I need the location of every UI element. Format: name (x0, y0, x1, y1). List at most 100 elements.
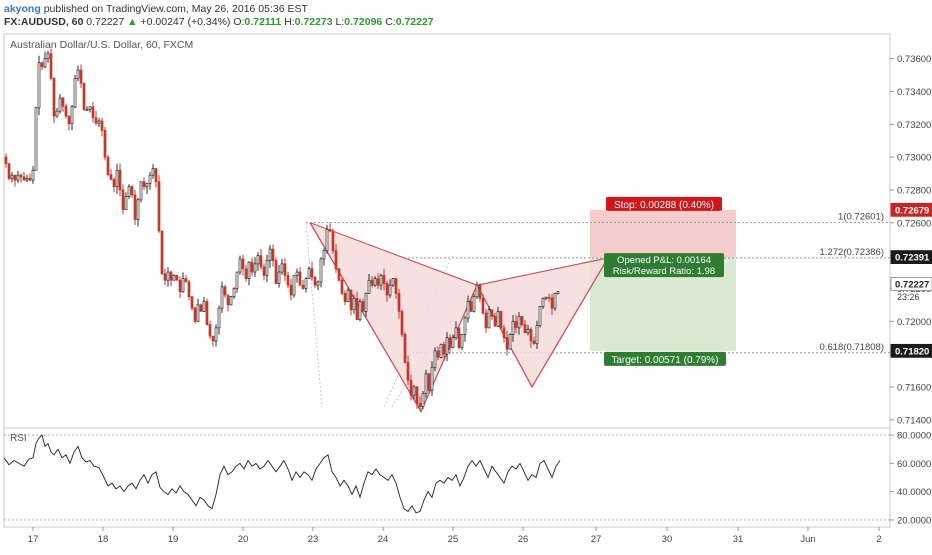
candle-body (37, 62, 41, 109)
price-chart[interactable]: 0.73600 0.73400 0.73200 0.73000 0.72800 0.726… (0, 30, 932, 550)
candle-body (334, 250, 338, 270)
candle-body (148, 174, 152, 184)
candle-body (532, 340, 536, 345)
candle-body (271, 248, 275, 261)
open-value: 0.72111 (244, 16, 282, 28)
candle-body (238, 258, 242, 273)
candle-body (514, 320, 518, 329)
candle-body (139, 181, 143, 201)
author-name[interactable]: akyong (4, 3, 41, 15)
candle-body (520, 316, 524, 325)
y-axis-tick-label: 0.71600 (897, 382, 931, 393)
candle-body (382, 274, 386, 284)
candle-body (430, 366, 434, 391)
candle-body (127, 186, 131, 197)
candle-body (349, 289, 353, 311)
candle-body (370, 279, 374, 286)
candle-body (259, 255, 263, 268)
candle-body (418, 403, 422, 408)
candle-body (265, 260, 269, 276)
rsi-tick-label: 60.0000 (897, 459, 931, 470)
candle-body (475, 284, 479, 298)
candle-body (436, 350, 440, 358)
x-axis-tick-label: 30 (662, 534, 673, 545)
stop-label-box (606, 196, 722, 211)
x-axis-tick-label: Jun (800, 534, 815, 545)
candle-body (268, 248, 272, 261)
pnl-label: Opened P&L: 0.00164 (617, 255, 711, 266)
candle-body (166, 271, 170, 281)
candle-body (361, 301, 365, 312)
candle-body (208, 324, 212, 337)
candle-body (547, 296, 551, 299)
candle-body (355, 297, 359, 320)
candle-body (337, 268, 341, 281)
candle-body (451, 337, 455, 348)
publish-line: akyong published on TradingView.com, May… (4, 3, 308, 15)
chart-area[interactable]: 0.73600 0.73400 0.73200 0.73000 0.72800 0.726… (0, 30, 932, 550)
x-axis-tick-label: 27 (591, 534, 602, 545)
candle-body (286, 274, 290, 286)
fib-label: 0.618(0.71808) (820, 342, 884, 353)
candle-body (556, 291, 560, 294)
candle-body (460, 334, 464, 348)
pattern-triangle-bcd (477, 257, 608, 387)
candle-body (61, 97, 65, 107)
pattern-bd-line (476, 257, 609, 286)
rsi-tick-label: 20.0000 (897, 515, 931, 526)
y-axis-tick-label: 0.72800 (897, 185, 931, 196)
price-badge-text: 0.72679 (895, 205, 929, 216)
candle-body (34, 107, 38, 171)
candle-body (262, 266, 266, 276)
publish-info: published on TradingView.com, May 26, 20… (43, 3, 308, 15)
candle-body (28, 178, 32, 181)
candle-body (79, 69, 83, 84)
candle-body (76, 69, 80, 79)
guide-line (305, 222, 323, 407)
candle-body (130, 186, 134, 196)
main-pane (3, 33, 891, 429)
candle-body (241, 258, 245, 270)
candle-body (295, 271, 299, 276)
candle-body (550, 297, 554, 309)
candle-body (535, 325, 539, 345)
candle-body (46, 53, 50, 59)
candle-body (196, 304, 200, 322)
rsi-pane (3, 427, 891, 528)
candle-body (487, 309, 491, 329)
candle-body (19, 174, 23, 178)
candle-body (439, 343, 443, 358)
high-value: 0.72273 (294, 16, 333, 28)
candle-body (64, 105, 68, 117)
candle-body (472, 296, 476, 312)
x-axis-tick-label: 31 (733, 534, 744, 545)
candle-body (304, 278, 308, 289)
y-axis-tick-label: 0.73000 (897, 153, 931, 164)
target-label-box (604, 351, 726, 366)
candle-body (553, 293, 557, 309)
candle-body (505, 337, 509, 350)
price-badge (890, 277, 932, 291)
open-label: O: (233, 16, 245, 28)
candle-body (346, 289, 350, 302)
rsi-tick-label: 80.0000 (897, 431, 931, 442)
pnl-label-box (604, 253, 724, 278)
candle-body (91, 106, 95, 119)
candle-body (55, 110, 59, 117)
candle-body (400, 311, 404, 335)
stop-zone (590, 209, 736, 258)
candle-body (106, 156, 110, 175)
candle-body (502, 327, 506, 339)
candle-body (331, 230, 335, 252)
position-zones (590, 209, 736, 351)
candle-body (109, 174, 113, 180)
candle-body (232, 288, 236, 298)
candle-body (463, 317, 467, 335)
candle-body (124, 196, 128, 211)
candle-body (112, 178, 116, 188)
price-badge (890, 343, 932, 358)
candle-body (358, 301, 362, 321)
candle-body (454, 327, 458, 339)
stop-label: Stop: 0.00288 (0.40%) (614, 200, 714, 211)
candle-body (220, 286, 224, 309)
